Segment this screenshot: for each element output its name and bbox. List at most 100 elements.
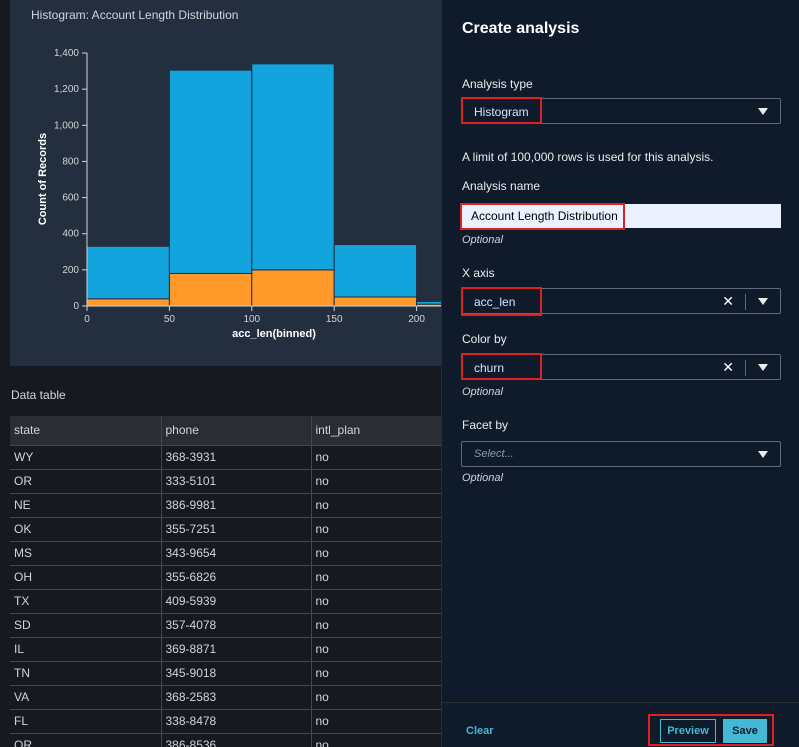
- x-axis-label: X axis: [462, 266, 495, 280]
- table-row[interactable]: SD 357-4078 no: [10, 612, 441, 637]
- table-cell-phone: 343-9654: [161, 540, 312, 565]
- table-cell-state: MS: [10, 540, 162, 565]
- table-cell-intl-plan: no: [311, 588, 441, 613]
- table-cell-intl-plan: no: [311, 660, 441, 685]
- analysis-type-label: Analysis type: [462, 77, 533, 91]
- create-analysis-panel: Create analysis Analysis type Histogram …: [441, 0, 799, 747]
- histogram-bar: [86, 298, 170, 307]
- table-cell-state: TX: [10, 588, 162, 613]
- table-cell-state: OR: [10, 732, 162, 747]
- column-header-intl-plan[interactable]: intl_plan: [311, 416, 441, 445]
- table-cell-intl-plan: no: [311, 612, 441, 637]
- row-limit-notice: A limit of 100,000 rows is used for this…: [462, 150, 714, 164]
- x-tick-label: 200: [408, 314, 425, 325]
- facet-by-label: Facet by: [462, 418, 509, 432]
- y-tick-label: 1,000: [54, 120, 79, 131]
- table-cell-phone: 368-2583: [161, 684, 312, 709]
- table-cell-state: NE: [10, 492, 162, 517]
- table-cell-state: OR: [10, 468, 162, 493]
- x-tick-label: 100: [243, 314, 260, 325]
- histogram-bar: [416, 303, 441, 307]
- table-cell-state: FL: [10, 708, 162, 733]
- table-row[interactable]: OR 333-5101 no: [10, 468, 441, 493]
- analysis-type-select[interactable]: Histogram: [461, 98, 781, 124]
- y-tick-label: 200: [62, 265, 79, 276]
- table-row[interactable]: OR 386-8536 no: [10, 732, 441, 747]
- table-cell-intl-plan: no: [311, 444, 441, 469]
- data-table[interactable]: state phone intl_plan WY 368-3931 no OR 333-…: [10, 416, 441, 747]
- table-cell-intl-plan: no: [311, 516, 441, 541]
- y-axis-title: Count of Records: [37, 133, 49, 225]
- caret-down-icon[interactable]: [758, 364, 768, 371]
- table-cell-phone: 409-5939: [161, 588, 312, 613]
- table-row[interactable]: OK 355-7251 no: [10, 516, 441, 541]
- table-cell-state: IL: [10, 636, 162, 661]
- table-cell-phone: 386-8536: [161, 732, 312, 747]
- facet-by-hint: Optional: [462, 472, 503, 484]
- table-cell-intl-plan: no: [311, 540, 441, 565]
- table-cell-phone: 355-7251: [161, 516, 312, 541]
- analysis-type-value: Histogram: [474, 105, 529, 119]
- table-row[interactable]: IL 369-8871 no: [10, 636, 441, 661]
- table-cell-phone: 369-8871: [161, 636, 312, 661]
- facet-by-select[interactable]: Select...: [461, 441, 781, 467]
- clear-icon[interactable]: ✕: [722, 293, 734, 309]
- table-row[interactable]: VA 368-2583 no: [10, 684, 441, 709]
- panel-title: Create analysis: [462, 20, 580, 37]
- table-row[interactable]: TX 409-5939 no: [10, 588, 441, 613]
- color-by-value: churn: [474, 361, 505, 375]
- facet-by-placeholder: Select...: [474, 448, 514, 460]
- table-cell-intl-plan: no: [311, 732, 441, 747]
- clear-button[interactable]: Clear: [466, 725, 494, 737]
- histogram-bar: [251, 269, 335, 307]
- table-cell-intl-plan: no: [311, 564, 441, 589]
- table-row[interactable]: WY 368-3931 no: [10, 444, 441, 469]
- preview-button[interactable]: Preview: [660, 719, 716, 743]
- divider: [745, 294, 746, 310]
- histogram-bar: [416, 300, 441, 305]
- table-header-row: state phone intl_plan: [10, 416, 441, 445]
- table-cell-state: OH: [10, 564, 162, 589]
- y-tick-label: 800: [62, 156, 79, 167]
- table-cell-phone: 338-8478: [161, 708, 312, 733]
- column-header-phone[interactable]: phone: [161, 416, 312, 445]
- table-cell-intl-plan: no: [311, 492, 441, 517]
- y-tick-label: 1,400: [54, 48, 79, 59]
- color-by-label: Color by: [462, 332, 507, 346]
- histogram-bar: [86, 245, 170, 300]
- y-tick-label: 1,200: [54, 84, 79, 95]
- table-row[interactable]: FL 338-8478 no: [10, 708, 441, 733]
- table-cell-phone: 386-9981: [161, 492, 312, 517]
- table-cell-state: WY: [10, 444, 162, 469]
- table-row[interactable]: NE 386-9981 no: [10, 492, 441, 517]
- table-row[interactable]: MS 343-9654 no: [10, 540, 441, 565]
- analysis-name-input[interactable]: [461, 204, 781, 228]
- data-table-label: Data table: [11, 388, 66, 402]
- y-tick-label: 600: [62, 193, 79, 204]
- color-by-hint: Optional: [462, 386, 503, 398]
- table-row[interactable]: OH 355-6826 no: [10, 564, 441, 589]
- caret-down-icon[interactable]: [758, 108, 768, 115]
- save-button[interactable]: Save: [723, 719, 767, 743]
- histogram-bar: [333, 244, 418, 298]
- histogram-bar: [168, 69, 253, 274]
- table-cell-intl-plan: no: [311, 468, 441, 493]
- table-cell-state: OK: [10, 516, 162, 541]
- table-row[interactable]: TN 345-9018 no: [10, 660, 441, 685]
- table-cell-state: VA: [10, 684, 162, 709]
- x-axis-title: acc_len(binned): [232, 328, 316, 340]
- caret-down-icon[interactable]: [758, 451, 768, 458]
- x-axis-select[interactable]: acc_len ✕: [461, 288, 781, 314]
- histogram-bar: [168, 272, 253, 307]
- caret-down-icon[interactable]: [758, 298, 768, 305]
- column-header-state[interactable]: state: [10, 416, 162, 445]
- table-cell-state: TN: [10, 660, 162, 685]
- x-axis-value: acc_len: [474, 295, 516, 309]
- table-cell-phone: 355-6826: [161, 564, 312, 589]
- analysis-name-label: Analysis name: [462, 179, 541, 193]
- color-by-select[interactable]: churn ✕: [461, 354, 781, 380]
- footer-divider: [442, 702, 799, 703]
- table-cell-phone: 368-3931: [161, 444, 312, 469]
- table-cell-phone: 333-5101: [161, 468, 312, 493]
- clear-icon[interactable]: ✕: [722, 359, 734, 375]
